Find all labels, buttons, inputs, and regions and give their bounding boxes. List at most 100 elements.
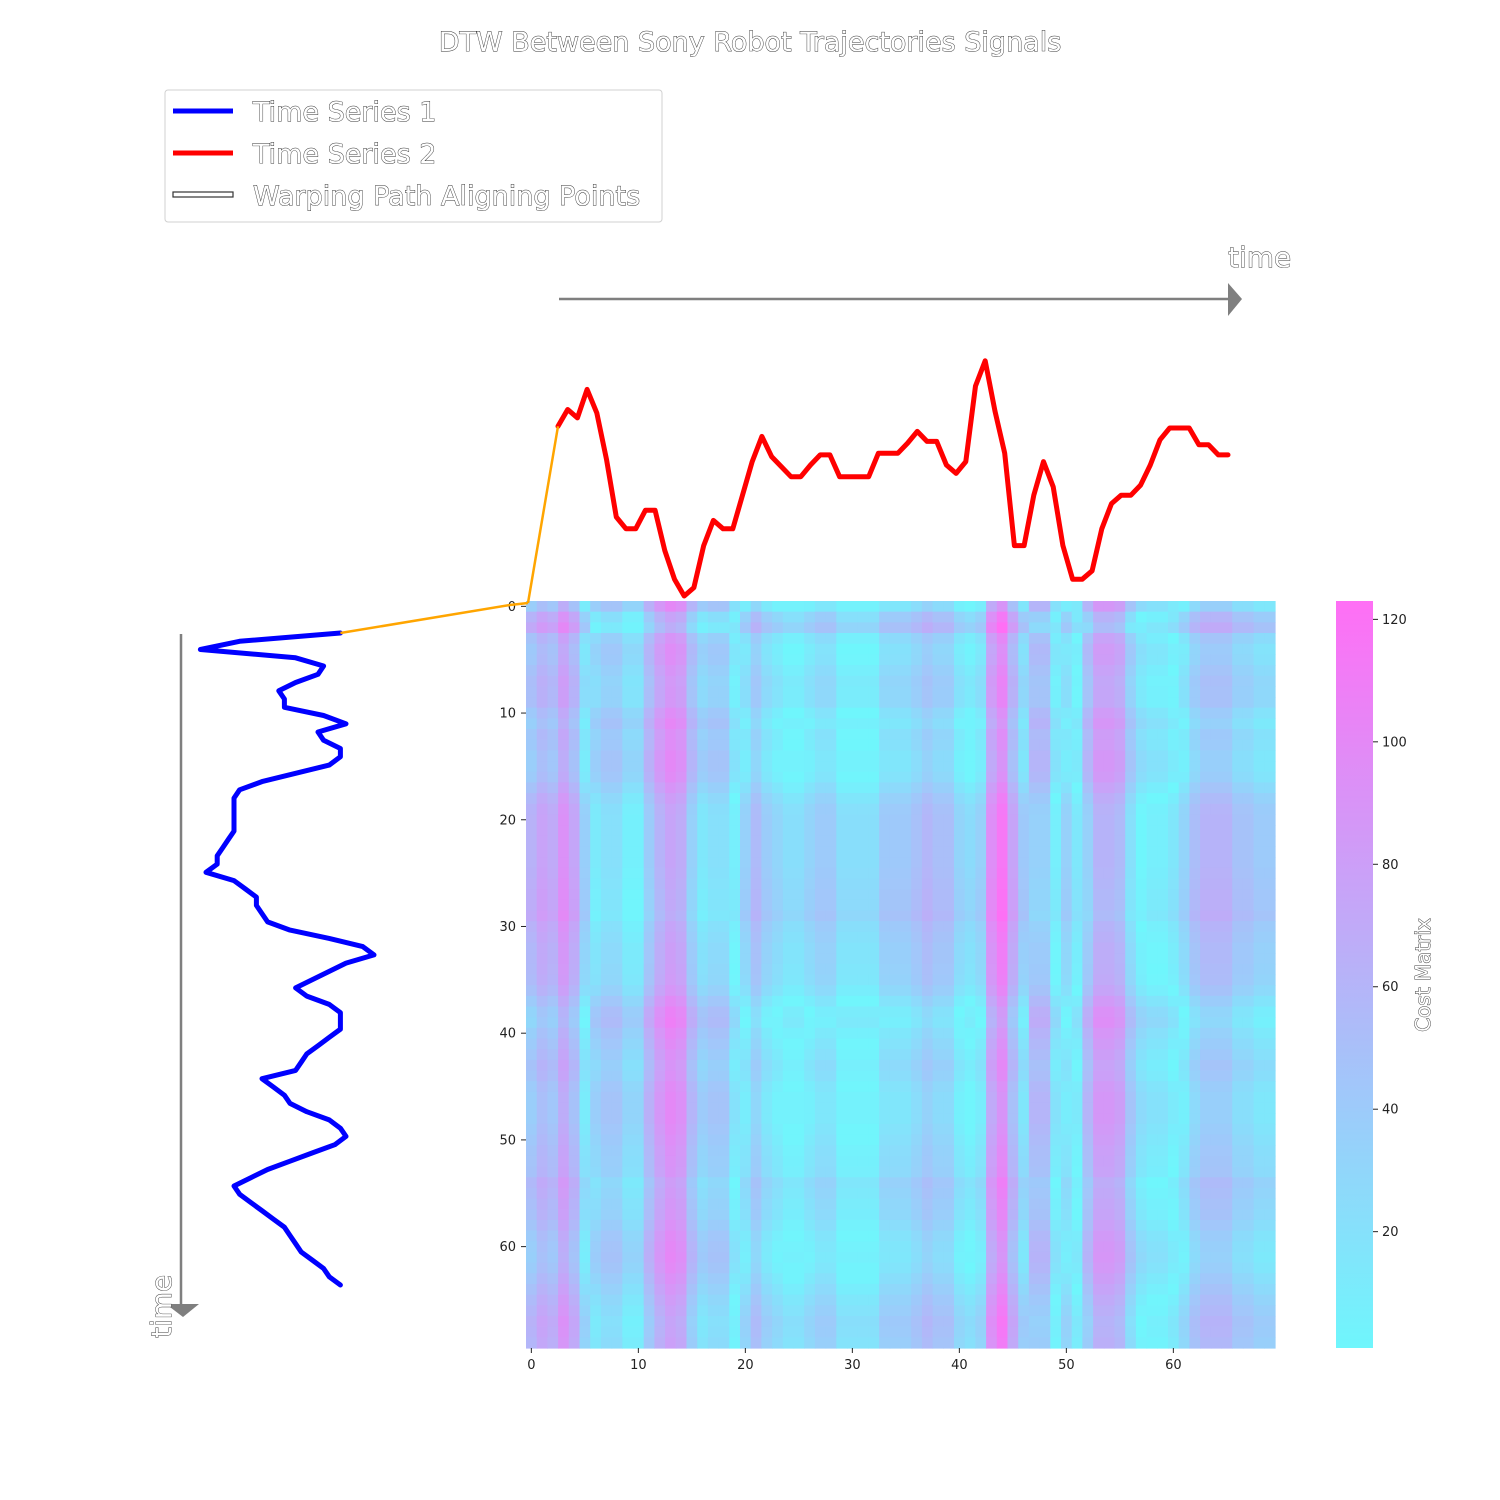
heatmap-cell <box>590 1251 602 1264</box>
heatmap-cell <box>1221 931 1233 944</box>
heatmap-cell <box>1125 889 1137 901</box>
heatmap-cell <box>1071 1209 1083 1221</box>
heatmap-cell <box>1146 1230 1158 1242</box>
heatmap-cell <box>697 718 709 730</box>
heatmap-cell <box>686 771 698 784</box>
heatmap-cell <box>665 889 677 901</box>
heatmap-cell <box>1135 729 1148 741</box>
heatmap-cell <box>1071 814 1083 826</box>
heatmap-cell <box>761 697 773 709</box>
heatmap-cell <box>889 1145 902 1157</box>
heatmap-cell <box>911 1038 923 1050</box>
heatmap-cell <box>1114 707 1126 719</box>
heatmap-cell <box>568 963 581 976</box>
heatmap-cell <box>643 899 655 912</box>
heatmap-cell <box>568 1113 581 1125</box>
heatmap-cell <box>943 1027 955 1040</box>
heatmap-cell <box>1114 921 1126 933</box>
top-time-label: time <box>1228 241 1291 274</box>
heatmap-cell <box>707 654 720 666</box>
heatmap-cell <box>1264 1081 1276 1093</box>
heatmap-cell <box>633 1134 645 1146</box>
heatmap-cell <box>1039 931 1051 944</box>
heatmap-cell <box>836 1230 848 1242</box>
heatmap-cell <box>665 1230 677 1242</box>
heatmap-cell <box>793 878 805 890</box>
heatmap-cell <box>1103 1209 1116 1221</box>
heatmap-cell <box>654 1230 666 1242</box>
heatmap-cell <box>1018 1166 1030 1178</box>
heatmap-cell <box>804 1283 816 1296</box>
heatmap-cell <box>1168 718 1180 730</box>
heatmap-cell <box>1028 1166 1041 1178</box>
heatmap-cell <box>975 1049 987 1061</box>
heatmap-cell <box>1200 814 1212 826</box>
heatmap-cell <box>932 953 944 965</box>
heatmap-cell <box>1242 1251 1255 1264</box>
heatmap-cell <box>1178 1113 1190 1125</box>
heatmap-cell <box>654 622 666 634</box>
heatmap-cell <box>836 1113 848 1125</box>
heatmap-cell <box>590 985 602 997</box>
heatmap-cell <box>900 1187 912 1200</box>
heatmap-cell <box>847 835 859 848</box>
heatmap-cell <box>558 793 570 805</box>
heatmap-cell <box>1157 1262 1169 1274</box>
heatmap-cell <box>643 1027 655 1040</box>
heatmap-cell <box>729 878 741 890</box>
heatmap-cell <box>889 1102 902 1114</box>
heatmap-cell <box>943 761 955 773</box>
heatmap-cell <box>964 995 976 1008</box>
heatmap-cell <box>1264 1027 1276 1040</box>
heatmap-cell <box>943 718 955 730</box>
heatmap-cell <box>911 995 923 1008</box>
heatmap-cell <box>1114 729 1126 741</box>
heatmap-cell <box>1253 601 1265 613</box>
heatmap-cell <box>579 931 591 944</box>
series-1-line <box>197 630 377 1288</box>
heatmap-cell <box>804 1059 816 1072</box>
heatmap-cell <box>1221 718 1233 730</box>
heatmap-cell <box>686 1251 698 1264</box>
heatmap-cell <box>740 1209 752 1221</box>
heatmap-cell <box>590 750 602 762</box>
heatmap-cell <box>1061 686 1073 698</box>
heatmap-cell <box>857 953 869 965</box>
heatmap-cell <box>986 1123 998 1136</box>
heatmap-cell <box>665 1081 677 1093</box>
heatmap-cell <box>782 1262 795 1274</box>
heatmap-cell <box>975 1315 987 1328</box>
heatmap-cell <box>900 825 912 837</box>
heatmap-cell <box>697 1187 709 1200</box>
heatmap-cell <box>1103 910 1116 922</box>
heatmap-cell <box>1157 1209 1169 1221</box>
heatmap-cell <box>1264 729 1276 741</box>
heatmap-cell <box>889 1273 902 1285</box>
heatmap-cell <box>1200 867 1212 880</box>
heatmap-cell <box>643 1209 655 1221</box>
heatmap-cell <box>718 1070 730 1082</box>
heatmap-cell <box>590 782 602 794</box>
heatmap-cell <box>889 1230 902 1242</box>
heatmap-cell <box>526 857 538 869</box>
heatmap-cell <box>718 1091 730 1104</box>
heatmap-cell <box>568 750 581 762</box>
heatmap-cell <box>868 761 880 773</box>
heatmap-cell <box>825 1315 837 1328</box>
heatmap-cell <box>579 1262 591 1274</box>
heatmap-cell <box>1125 1273 1137 1285</box>
heatmap-cell <box>921 718 934 730</box>
heatmap-cell <box>975 611 987 623</box>
heatmap-cell <box>847 985 859 997</box>
heatmap-cell <box>622 825 634 837</box>
heatmap-cell <box>814 1155 827 1168</box>
heatmap-cell <box>954 963 966 976</box>
heatmap-cell <box>1103 1123 1116 1136</box>
heatmap-cell <box>911 878 923 890</box>
heatmap-cell <box>847 1177 859 1189</box>
heatmap-cell <box>1157 1273 1169 1285</box>
heatmap-cell <box>1125 878 1137 890</box>
heatmap-cell <box>825 707 837 719</box>
heatmap-cell <box>954 611 966 623</box>
heatmap-cell <box>847 857 859 869</box>
